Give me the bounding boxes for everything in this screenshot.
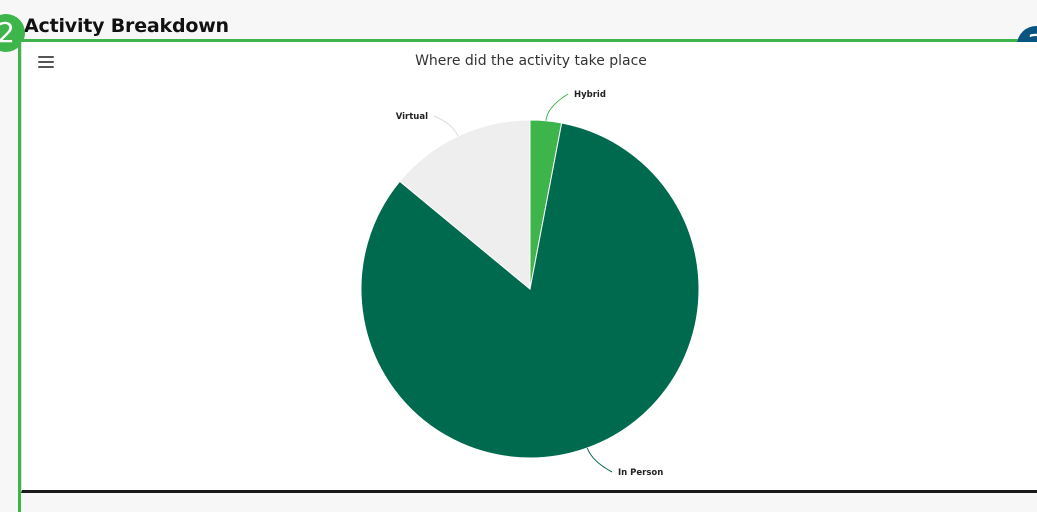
menu-bar [38,56,54,58]
section-vertical-line [18,39,21,512]
hamburger-menu-icon[interactable] [38,56,54,68]
pie-connector-in-person [586,447,613,473]
pie-slice-in-person[interactable] [360,122,700,459]
pie-label-virtual: Virtual [396,112,428,122]
pie-chart: Where did the activity take place Hybrid… [360,53,700,478]
menu-bar [38,61,54,63]
step-badge-2: 2 [0,14,25,52]
chart-card: Where did the activity take place Hybrid… [21,42,1037,493]
pie-label-hybrid: Hybrid [574,90,606,100]
pie-labels: Hybrid In Person Virtual [396,90,664,478]
pie-slices [360,119,700,459]
section-divider-line [18,39,1037,42]
pie-connector-hybrid [545,93,569,121]
menu-bar [38,66,54,68]
section-title: Activity Breakdown [24,15,229,37]
pie-connector-virtual [433,115,459,137]
pie-label-in-person: In Person [618,468,663,478]
chart-title: Where did the activity take place [415,53,647,69]
